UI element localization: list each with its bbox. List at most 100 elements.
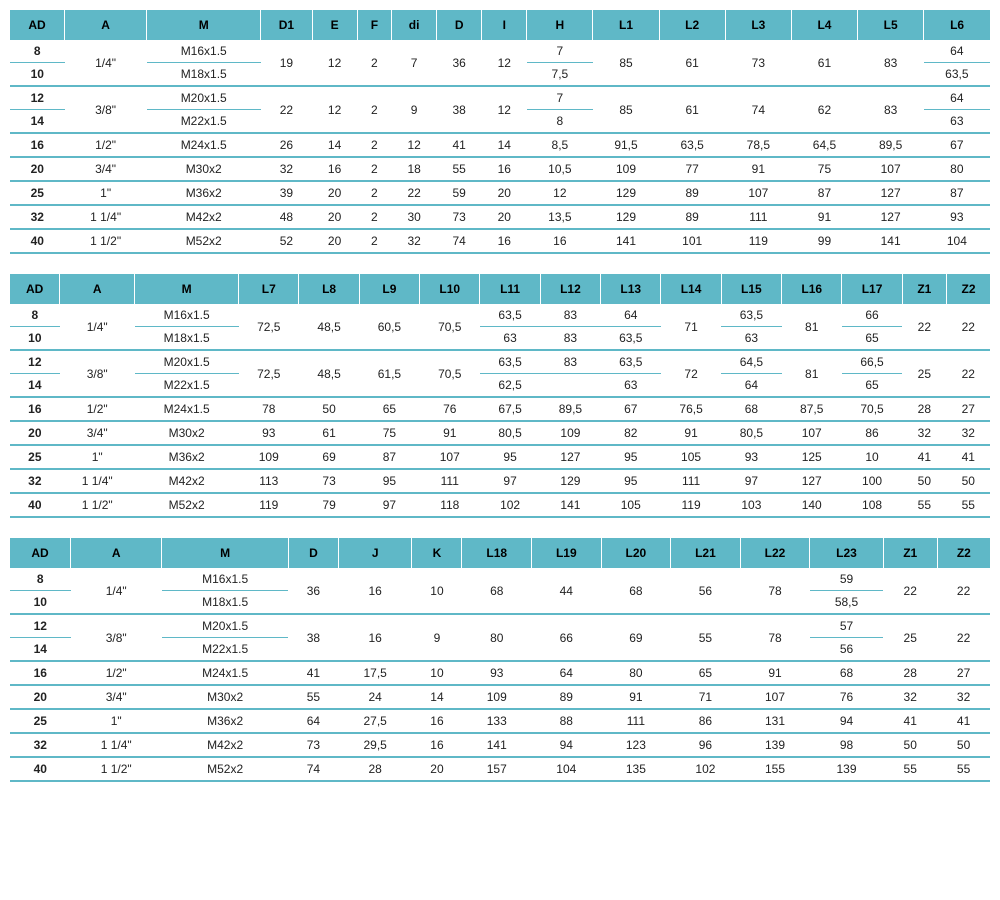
cell: 103 bbox=[721, 493, 781, 517]
cell: 22 bbox=[937, 614, 990, 661]
cell: 16 bbox=[412, 733, 462, 757]
cell: M36x2 bbox=[135, 445, 239, 469]
cell: 48,5 bbox=[299, 304, 359, 350]
cell: 70,5 bbox=[842, 397, 902, 421]
cell: 78,5 bbox=[725, 133, 791, 157]
cell: 69 bbox=[299, 445, 359, 469]
cell: 8 bbox=[10, 568, 71, 591]
cell: 119 bbox=[725, 229, 791, 253]
cell: 41 bbox=[288, 661, 338, 685]
cell: 1 1/2" bbox=[71, 757, 162, 781]
cell: 22 bbox=[392, 181, 437, 205]
cell: 20 bbox=[10, 421, 60, 445]
cell: 8 bbox=[527, 110, 593, 134]
cell: 1" bbox=[65, 181, 147, 205]
cell: 8,5 bbox=[527, 133, 593, 157]
col-header: F bbox=[357, 10, 391, 40]
cell: 89,5 bbox=[858, 133, 924, 157]
cell: 88 bbox=[532, 709, 602, 733]
cell: M52x2 bbox=[147, 229, 261, 253]
cell: 86 bbox=[842, 421, 902, 445]
cell: 50 bbox=[883, 733, 937, 757]
cell: 157 bbox=[462, 757, 532, 781]
cell: 109 bbox=[462, 685, 532, 709]
cell: 2 bbox=[357, 157, 391, 181]
cell: M16x1.5 bbox=[147, 40, 261, 63]
cell: M42x2 bbox=[147, 205, 261, 229]
cell: 7 bbox=[527, 86, 593, 110]
cell: 131 bbox=[740, 709, 810, 733]
col-header: AD bbox=[10, 274, 60, 304]
cell: 20 bbox=[482, 205, 527, 229]
cell: 67 bbox=[601, 397, 661, 421]
cell: 22 bbox=[902, 304, 946, 350]
cell: 104 bbox=[924, 229, 990, 253]
cell: 89,5 bbox=[540, 397, 600, 421]
cell: 113 bbox=[239, 469, 299, 493]
cell: 94 bbox=[532, 733, 602, 757]
cell: 41 bbox=[947, 445, 991, 469]
cell: 141 bbox=[462, 733, 532, 757]
cell: 16 bbox=[527, 229, 593, 253]
cell: 91 bbox=[601, 685, 671, 709]
col-header: Z1 bbox=[883, 538, 937, 568]
cell: 32 bbox=[947, 421, 991, 445]
cell: 59 bbox=[810, 568, 883, 591]
cell: 111 bbox=[601, 709, 671, 733]
col-header: L14 bbox=[661, 274, 721, 304]
cell: M20x1.5 bbox=[135, 350, 239, 374]
cell: 61 bbox=[659, 40, 725, 86]
cell: 83 bbox=[540, 327, 600, 351]
cell: 73 bbox=[299, 469, 359, 493]
cell: 119 bbox=[661, 493, 721, 517]
cell: M30x2 bbox=[162, 685, 289, 709]
cell: 10,5 bbox=[527, 157, 593, 181]
cell: 12 bbox=[312, 40, 357, 86]
cell: 1" bbox=[60, 445, 135, 469]
col-header: L2 bbox=[659, 10, 725, 40]
cell: 127 bbox=[782, 469, 842, 493]
cell: 9 bbox=[392, 86, 437, 133]
cell: 119 bbox=[239, 493, 299, 517]
cell: 50 bbox=[947, 469, 991, 493]
cell: 64 bbox=[924, 86, 990, 110]
cell: 18 bbox=[392, 157, 437, 181]
cell: 86 bbox=[671, 709, 741, 733]
cell: 107 bbox=[740, 685, 810, 709]
col-header: L19 bbox=[532, 538, 602, 568]
cell: M16x1.5 bbox=[162, 568, 289, 591]
spec-table-2: ADAML7L8L9L10L11L12L13L14L15L16L17Z1Z281… bbox=[10, 274, 990, 518]
cell: 91 bbox=[791, 205, 857, 229]
cell: 76,5 bbox=[661, 397, 721, 421]
cell: 7 bbox=[527, 40, 593, 63]
cell: 20 bbox=[412, 757, 462, 781]
col-header: A bbox=[60, 274, 135, 304]
cell: 12 bbox=[482, 86, 527, 133]
cell: M30x2 bbox=[135, 421, 239, 445]
cell: 10 bbox=[10, 591, 71, 615]
cell: 1/2" bbox=[65, 133, 147, 157]
col-header: L10 bbox=[420, 274, 480, 304]
cell: 7,5 bbox=[527, 63, 593, 87]
cell: 12 bbox=[10, 350, 60, 374]
cell: M42x2 bbox=[135, 469, 239, 493]
cell: 36 bbox=[437, 40, 482, 86]
col-header: D1 bbox=[261, 10, 312, 40]
cell: 1/4" bbox=[60, 304, 135, 350]
cell: 129 bbox=[540, 469, 600, 493]
cell: 91 bbox=[420, 421, 480, 445]
cell: 93 bbox=[721, 445, 781, 469]
spec-table-3: ADAMDJKL18L19L20L21L22L23Z1Z281/4"M16x1.… bbox=[10, 538, 990, 782]
cell: 19 bbox=[261, 40, 312, 86]
cell: 2 bbox=[357, 229, 391, 253]
cell: 1" bbox=[71, 709, 162, 733]
cell: 107 bbox=[782, 421, 842, 445]
cell: 105 bbox=[661, 445, 721, 469]
cell: 63,5 bbox=[480, 304, 540, 327]
cell: 71 bbox=[671, 685, 741, 709]
cell: 41 bbox=[902, 445, 946, 469]
cell: 102 bbox=[671, 757, 741, 781]
cell: 20 bbox=[312, 229, 357, 253]
cell: 39 bbox=[261, 181, 312, 205]
cell: 3/4" bbox=[71, 685, 162, 709]
